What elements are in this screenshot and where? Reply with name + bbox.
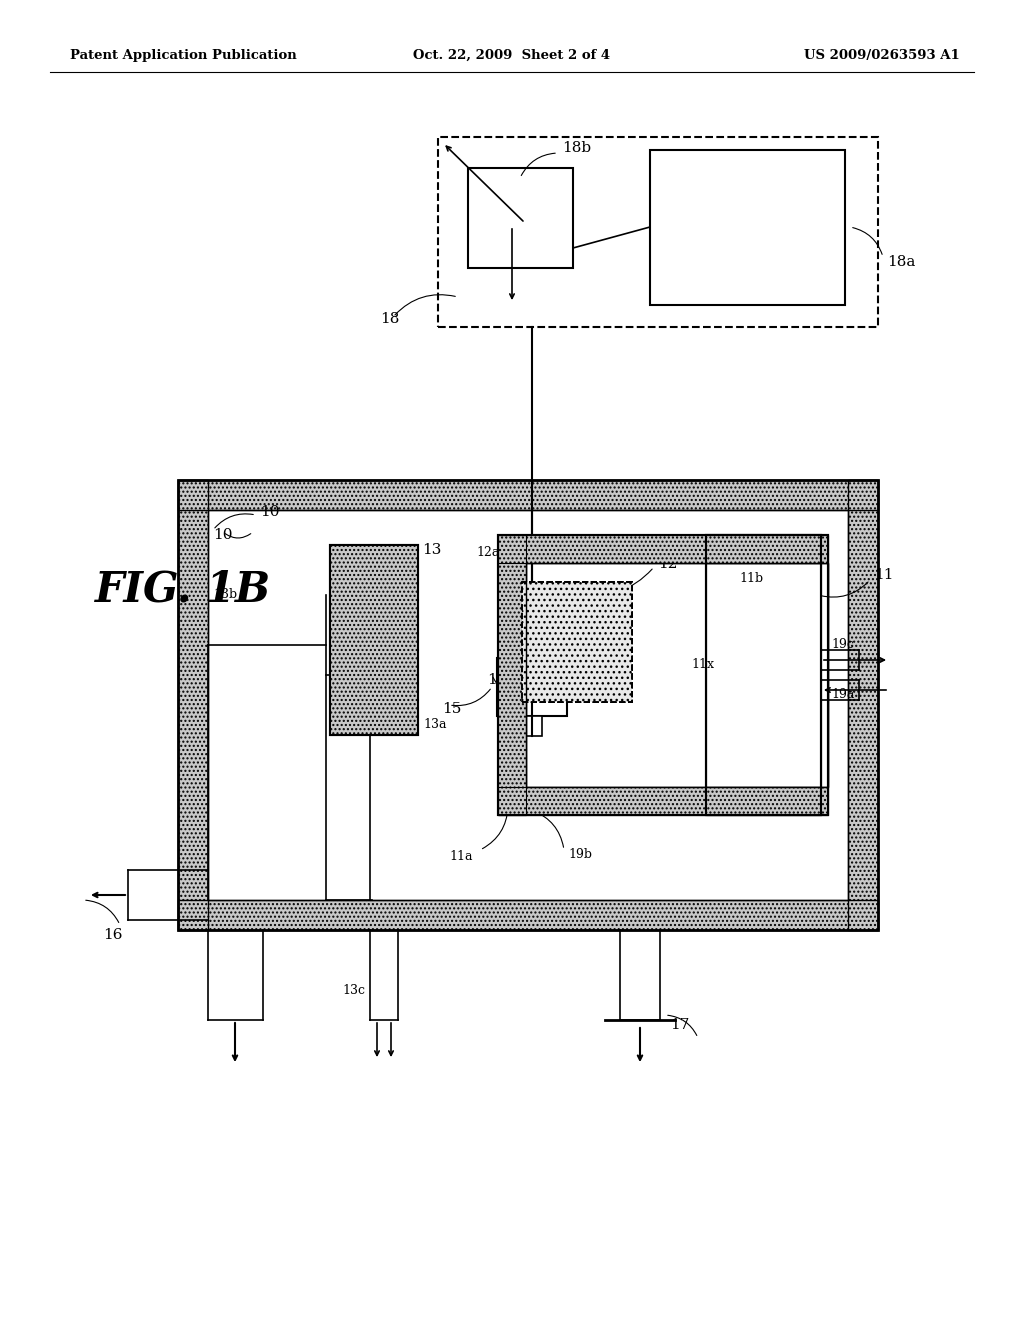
Text: Patent Application Publication: Patent Application Publication	[70, 49, 297, 62]
Bar	[706, 535, 821, 814]
Text: 10: 10	[213, 528, 232, 543]
Bar	[706, 564, 821, 787]
Bar	[522, 582, 632, 702]
Bar	[522, 715, 542, 737]
Bar	[178, 900, 878, 931]
Bar	[522, 582, 632, 702]
Bar	[498, 535, 828, 814]
Bar	[848, 480, 878, 931]
Bar	[208, 510, 848, 900]
Text: 13: 13	[422, 543, 441, 557]
Bar	[497, 657, 567, 715]
Text: 12: 12	[658, 557, 678, 572]
Text: 12a: 12a	[476, 545, 500, 558]
Bar	[498, 787, 828, 814]
Bar	[438, 137, 878, 327]
Text: 19a: 19a	[831, 689, 854, 701]
Bar	[498, 535, 828, 564]
Bar	[526, 564, 828, 787]
Text: 19b: 19b	[568, 849, 592, 862]
Text: 11: 11	[874, 568, 894, 582]
Bar	[178, 900, 878, 931]
Bar	[526, 564, 828, 787]
Text: 10: 10	[260, 506, 280, 519]
Text: 19c: 19c	[831, 639, 854, 652]
Bar	[468, 168, 573, 268]
Text: 13c: 13c	[342, 983, 365, 997]
Bar	[498, 535, 828, 814]
Text: 17: 17	[670, 1018, 689, 1032]
Text: 16: 16	[103, 928, 123, 942]
Bar	[498, 787, 828, 814]
Bar	[848, 480, 878, 931]
Bar	[522, 582, 632, 702]
Text: FIG. 1B: FIG. 1B	[95, 569, 271, 611]
Bar	[498, 535, 526, 814]
Bar	[706, 535, 821, 564]
Bar	[498, 535, 526, 814]
Bar	[498, 535, 828, 564]
Bar	[706, 787, 821, 814]
Text: 18a: 18a	[887, 255, 915, 269]
Bar	[650, 150, 845, 305]
Bar	[178, 480, 878, 510]
Bar	[522, 582, 632, 702]
Text: 13b: 13b	[213, 589, 238, 602]
Text: 14: 14	[487, 673, 507, 686]
Bar	[498, 535, 526, 814]
Bar	[706, 535, 821, 564]
Bar	[706, 535, 821, 814]
Text: 11x: 11x	[691, 659, 714, 672]
Bar	[498, 535, 828, 564]
Text: 15: 15	[442, 702, 462, 715]
Text: 18b: 18b	[562, 141, 591, 154]
Bar	[330, 545, 418, 735]
Bar	[498, 535, 526, 814]
Bar	[706, 787, 821, 814]
Text: 13a: 13a	[423, 718, 446, 731]
Bar	[498, 787, 828, 814]
Text: 18: 18	[380, 312, 399, 326]
Text: Oct. 22, 2009  Sheet 2 of 4: Oct. 22, 2009 Sheet 2 of 4	[414, 49, 610, 62]
Bar	[178, 480, 878, 510]
Bar	[706, 787, 821, 814]
Bar	[498, 535, 828, 564]
Bar	[178, 480, 878, 931]
Text: 11a: 11a	[450, 850, 473, 863]
Bar	[178, 480, 208, 931]
Bar	[330, 545, 418, 735]
Bar	[330, 545, 418, 735]
Bar	[208, 510, 848, 900]
Bar	[498, 787, 828, 814]
Bar	[706, 535, 821, 564]
Bar	[330, 545, 418, 735]
Text: 11b: 11b	[739, 572, 763, 585]
Text: US 2009/0263593 A1: US 2009/0263593 A1	[804, 49, 961, 62]
Bar	[178, 480, 208, 931]
